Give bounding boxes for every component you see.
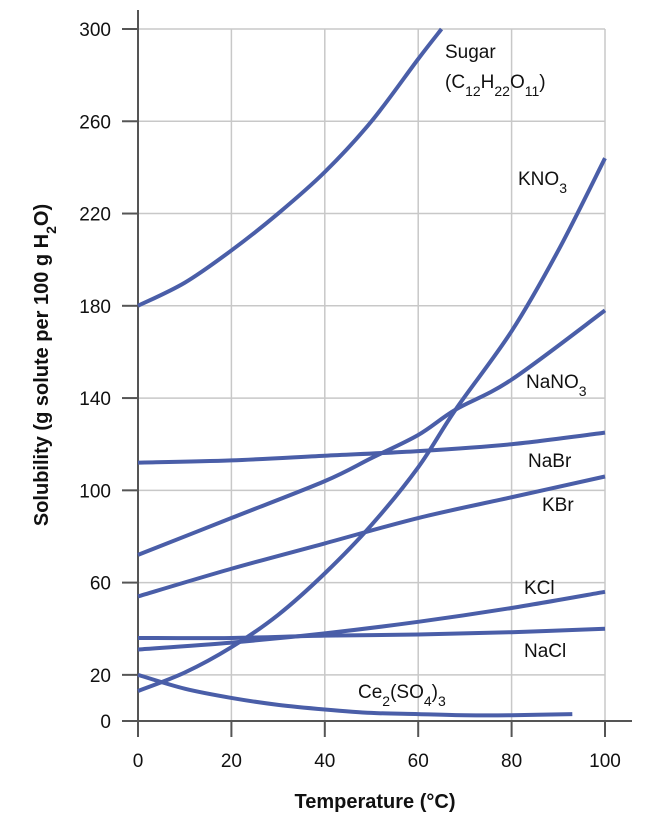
series-label-nabr: NaBr	[528, 451, 572, 472]
y-tick-label: 260	[79, 112, 111, 133]
series-label-kbr: KBr	[542, 495, 574, 516]
grid	[138, 28, 606, 721]
series-label-ce2-so4-3: Ce2(SO4)3	[358, 682, 446, 709]
series-label-kno3: KNO3	[518, 169, 567, 196]
y-tick-label: 300	[79, 20, 111, 41]
x-tick-label: 20	[221, 751, 242, 772]
series-label-sugar-c12h22o11-: Sugar	[445, 42, 496, 63]
y-tick-label: 100	[79, 481, 111, 502]
series-label-sugar-c12h22o11--formula: (C12H22O11)	[445, 72, 546, 99]
x-tick-label: 0	[133, 751, 144, 772]
y-tick-label: 140	[79, 389, 111, 410]
series-line-kno3	[137, 157, 607, 693]
x-tick-label: 100	[589, 751, 621, 772]
series-line-kcl	[137, 589, 606, 652]
x-tick-label: 80	[501, 751, 522, 772]
series-labels: Sugar (C12H22O11) KNO3 NaNO3 NaBr KBr KCl NaCl C…	[358, 42, 587, 709]
series-label-nacl: NaCl	[524, 641, 566, 662]
series-line-sugar-c12h22o11-	[137, 27, 444, 308]
series-line-nano3	[137, 308, 607, 557]
series-line-nabr	[137, 430, 606, 465]
x-axis-label: Temperature (°C)	[295, 791, 456, 813]
x-tick-label: 60	[408, 751, 429, 772]
axes	[122, 10, 632, 737]
y-tick-label: 20	[90, 666, 111, 687]
y-tick-label: 180	[79, 297, 111, 318]
series-lines	[137, 27, 607, 718]
series-line-ce2-so4-3	[137, 672, 573, 718]
series-label-nano3: NaNO3	[526, 372, 587, 399]
series-label-kcl: KCl	[524, 578, 555, 599]
tick-labels: 0 20 60 100 140 180 220 260 300 0 20 40 60 80 100	[79, 20, 621, 772]
x-tick-label: 40	[314, 751, 335, 772]
series-line-kbr	[137, 474, 606, 599]
y-tick-label: 0	[100, 712, 111, 733]
series-line-nacl	[137, 626, 606, 641]
y-tick-label: 220	[79, 205, 111, 226]
y-tick-label: 60	[90, 574, 111, 595]
y-axis-label: Solubility (g solute per 100 g H2O)	[31, 204, 59, 526]
